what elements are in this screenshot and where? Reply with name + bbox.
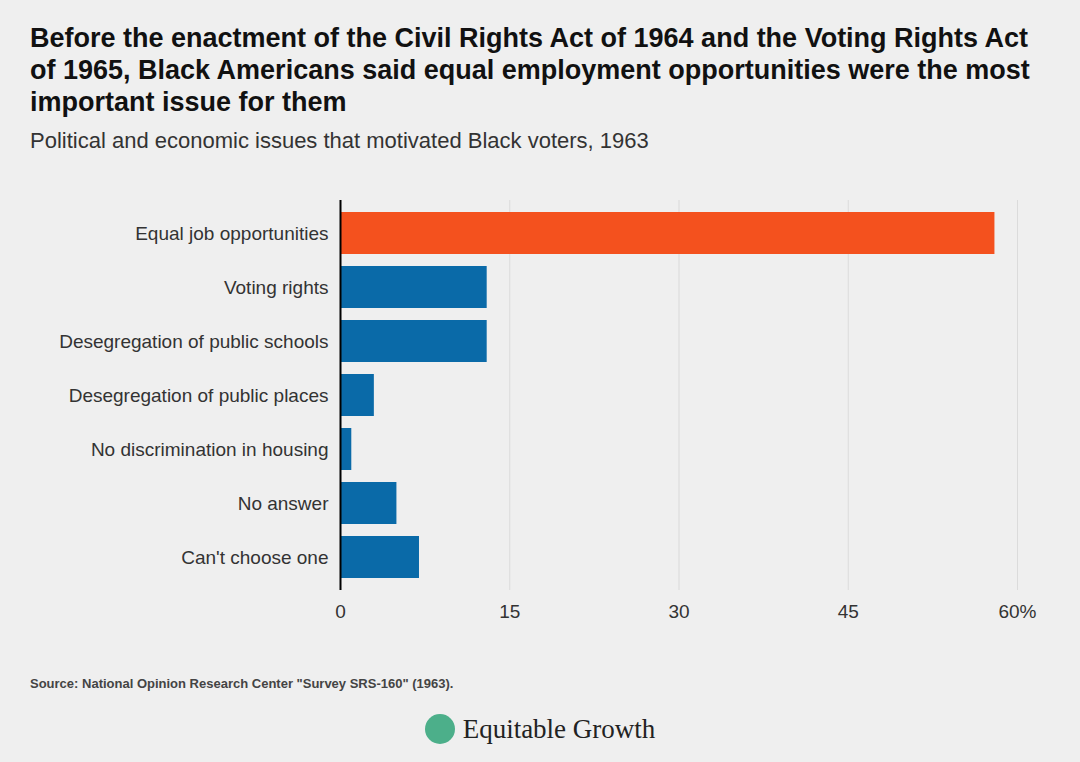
svg-text:No discrimination in housing: No discrimination in housing	[91, 439, 329, 460]
svg-text:15: 15	[499, 601, 520, 622]
svg-text:0: 0	[335, 601, 346, 622]
svg-text:Desegregation of public places: Desegregation of public places	[69, 385, 329, 406]
html-text:Source: National Opinion Resea: Source: National Opinion Research Center…	[30, 676, 454, 691]
svg-text:Can't choose one: Can't choose one	[181, 547, 328, 568]
svg-text:Voting rights: Voting rights	[224, 277, 329, 298]
svg-text:Equal job opportunities: Equal job opportunities	[135, 223, 328, 244]
svg-text:30: 30	[668, 601, 689, 622]
svg-text:45: 45	[838, 601, 859, 622]
svg-text:No answer: No answer	[238, 493, 329, 514]
html-text:Equitable Growth: Equitable Growth	[462, 714, 656, 744]
html-text:Before the enactment of the Ci: Before the enactment of the Civil Rights…	[30, 23, 1030, 117]
svg-text:60%: 60%	[998, 601, 1036, 622]
html-text:Political and economic issues: Political and economic issues that motiv…	[30, 128, 649, 153]
svg-text:Desegregation of public school: Desegregation of public schools	[59, 331, 328, 352]
